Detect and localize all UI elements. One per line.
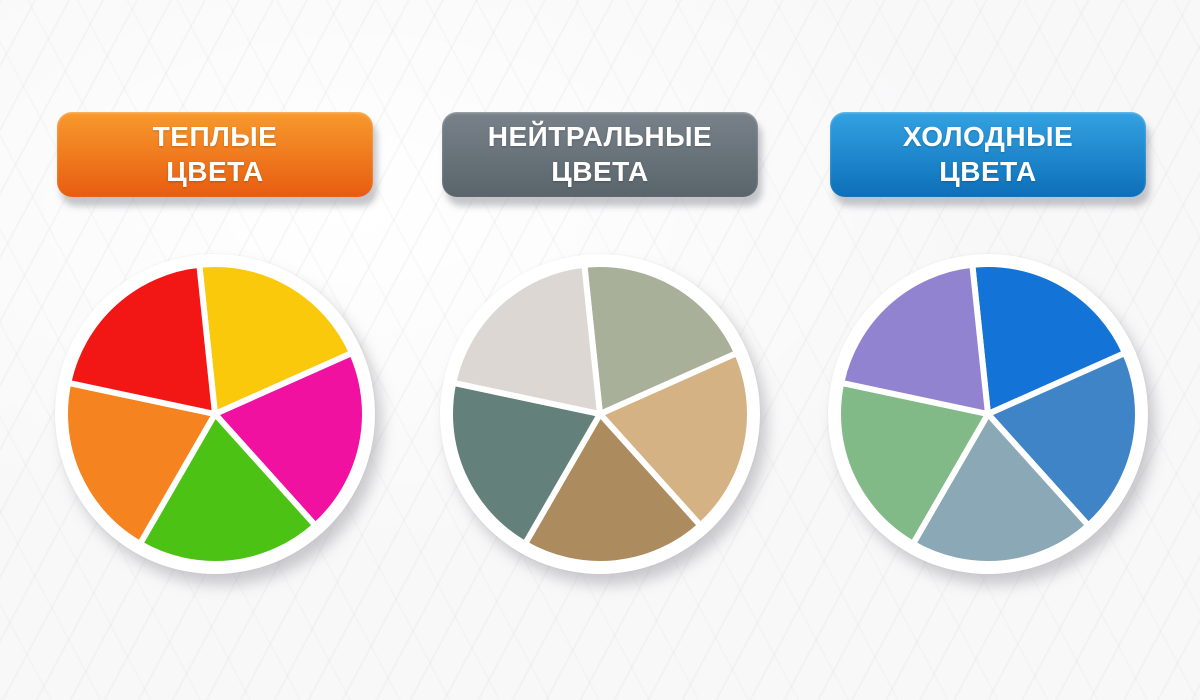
pie-slice-sage-gray xyxy=(581,261,741,417)
neutral-colors-pie-chart xyxy=(440,254,760,574)
pie-slice-steel-blue xyxy=(985,349,1141,529)
warm-colors-pie-svg xyxy=(62,261,368,567)
neutral-colors-pie-svg xyxy=(447,261,753,567)
pie-slice-orange xyxy=(62,379,218,547)
cold-colors-pie-svg xyxy=(835,261,1141,567)
pie-slice-tan xyxy=(597,349,753,529)
pie-slice-red xyxy=(65,261,218,417)
pie-slice-green xyxy=(137,411,319,567)
warm-colors-badge: ТЕПЛЫЕ ЦВЕТА xyxy=(57,112,373,197)
pie-slice-slate-gray xyxy=(447,379,603,547)
pie-slice-brown xyxy=(522,411,704,567)
cold-colors-title-line2: ЦВЕТА xyxy=(939,155,1037,187)
neutral-colors-panel: НЕЙТРАЛЬНЫЕ ЦВЕТА xyxy=(440,112,760,574)
neutral-colors-title-line2: ЦВЕТА xyxy=(551,155,649,187)
pie-slice-magenta xyxy=(212,349,368,529)
cold-colors-title-line1: ХОЛОДНЫЕ xyxy=(902,121,1074,153)
cold-colors-pie-chart xyxy=(828,254,1148,574)
warm-colors-panel: ТЕПЛЫЕ ЦВЕТА xyxy=(55,112,375,574)
neutral-colors-badge: НЕЙТРАЛЬНЫЕ ЦВЕТА xyxy=(442,112,758,197)
pie-slice-sage-green xyxy=(835,379,991,547)
neutral-colors-title-line1: НЕЙТРАЛЬНЫЕ xyxy=(487,121,713,153)
warm-colors-title-line2: ЦВЕТА xyxy=(166,155,264,187)
pie-slice-light-gray xyxy=(450,261,603,417)
pie-slice-blue xyxy=(969,261,1129,417)
cold-colors-panel: ХОЛОДНЫЕ ЦВЕТА xyxy=(828,112,1148,574)
pie-slice-gray-blue xyxy=(910,411,1092,567)
warm-colors-title-line1: ТЕПЛЫЕ xyxy=(152,121,278,153)
pie-slice-yellow xyxy=(196,261,356,417)
cold-colors-badge: ХОЛОДНЫЕ ЦВЕТА xyxy=(830,112,1146,197)
pie-slice-purple xyxy=(838,261,991,417)
warm-colors-pie-chart xyxy=(55,254,375,574)
